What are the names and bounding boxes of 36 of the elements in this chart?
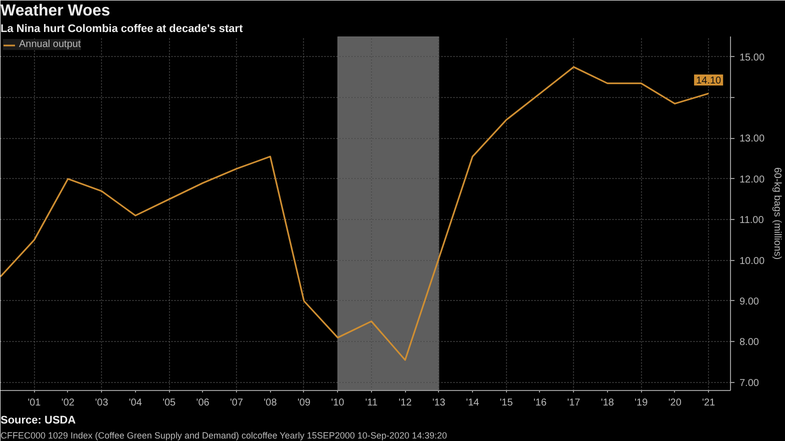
y-tick-label: 15.00 — [740, 52, 765, 64]
x-tick-label: '13 — [432, 398, 446, 408]
x-tick-label: '18 — [600, 398, 614, 408]
text: CFFEC000 1029 Index (Coffee Green Supply and Demand) colcoffee Yearly 15SEP2000 10-Sep-2020 14:39:20 — [0, 430, 447, 440]
y-tick-label: 8.00 — [740, 337, 760, 348]
x-tick-label: '09 — [297, 398, 311, 408]
y-tick-label: 7.00 — [740, 378, 760, 389]
y-tick-label: 9.00 — [740, 296, 760, 308]
chart-title: Weather Woes — [0, 2, 110, 20]
x-tick-label: '04 — [128, 398, 142, 408]
x-tick-label: '11 — [365, 398, 378, 408]
chart-subtitle: La Nina hurt Colombia coffee at decade's start — [0, 23, 244, 35]
data-label: 14.10 — [696, 75, 722, 86]
x-tick-label: '14 — [466, 398, 480, 408]
legend-label: Annual output — [19, 39, 81, 50]
x-tick-label: '21 — [702, 398, 716, 408]
x-tick-label: '07 — [230, 398, 244, 408]
x-tick-label: '06 — [196, 398, 210, 408]
x-tick-label: '19 — [634, 398, 648, 408]
x-tick-label: '20 — [668, 398, 682, 408]
y-tick-label: 13.00 — [740, 134, 765, 145]
x-tick-label: '12 — [398, 398, 412, 408]
y-tick-label: 12.00 — [740, 174, 765, 186]
x-tick-label: '16 — [533, 398, 547, 408]
x-tick-label: '17 — [567, 398, 581, 408]
x-tick-label: '08 — [264, 398, 278, 408]
x-tick-label: '10 — [331, 398, 345, 408]
y-tick-label: 11.00 — [740, 215, 764, 226]
x-tick-label: '15 — [500, 398, 514, 408]
x-tick-label: '01 — [28, 398, 42, 408]
source-note: Source: USDA — [0, 414, 76, 426]
y-axis-title: 60-kg bags (millions) — [772, 167, 783, 260]
y-tick-label: 10.00 — [740, 256, 765, 267]
x-tick-label: '03 — [95, 398, 109, 408]
x-tick-label: '05 — [162, 398, 176, 408]
x-tick-label: '02 — [61, 398, 75, 408]
